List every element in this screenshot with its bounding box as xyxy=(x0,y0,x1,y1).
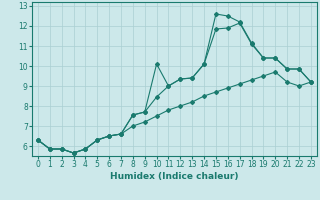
X-axis label: Humidex (Indice chaleur): Humidex (Indice chaleur) xyxy=(110,172,239,181)
